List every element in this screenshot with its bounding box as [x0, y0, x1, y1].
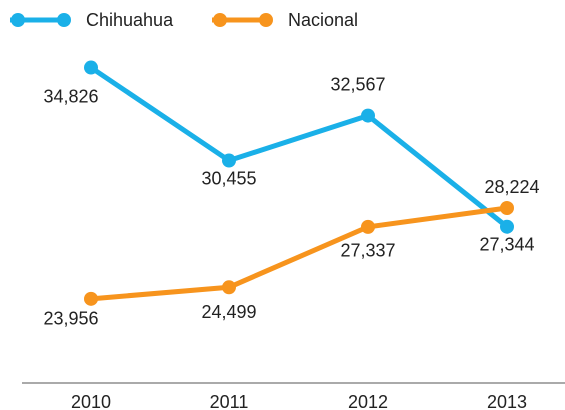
point — [84, 291, 98, 306]
data-label: 27,337 — [340, 241, 395, 261]
point — [84, 60, 98, 75]
data-label: 32,567 — [330, 74, 385, 94]
x-tick-label: 2012 — [348, 392, 388, 410]
legend-marker — [213, 13, 227, 27]
legend-marker — [11, 13, 25, 27]
point — [500, 201, 514, 216]
legend-marker — [259, 13, 273, 27]
data-label: 27,344 — [479, 234, 534, 254]
point — [361, 219, 375, 234]
x-tick-label: 2010 — [71, 392, 111, 410]
legend-label: Chihuahua — [86, 10, 174, 30]
point — [361, 108, 375, 123]
data-label: 30,455 — [201, 168, 256, 188]
data-label: 28,224 — [484, 177, 539, 197]
x-tick-label: 2011 — [210, 392, 249, 410]
point — [500, 219, 514, 234]
series-line — [90, 205, 508, 302]
point — [222, 280, 236, 295]
series-line — [89, 65, 509, 229]
x-tick-label: 2013 — [487, 392, 527, 410]
data-label: 24,499 — [201, 302, 256, 322]
data-label: 34,826 — [43, 86, 98, 106]
legend-label: Nacional — [288, 10, 358, 30]
legend-marker — [57, 13, 71, 27]
point — [222, 153, 236, 168]
data-label: 23,956 — [43, 309, 98, 329]
